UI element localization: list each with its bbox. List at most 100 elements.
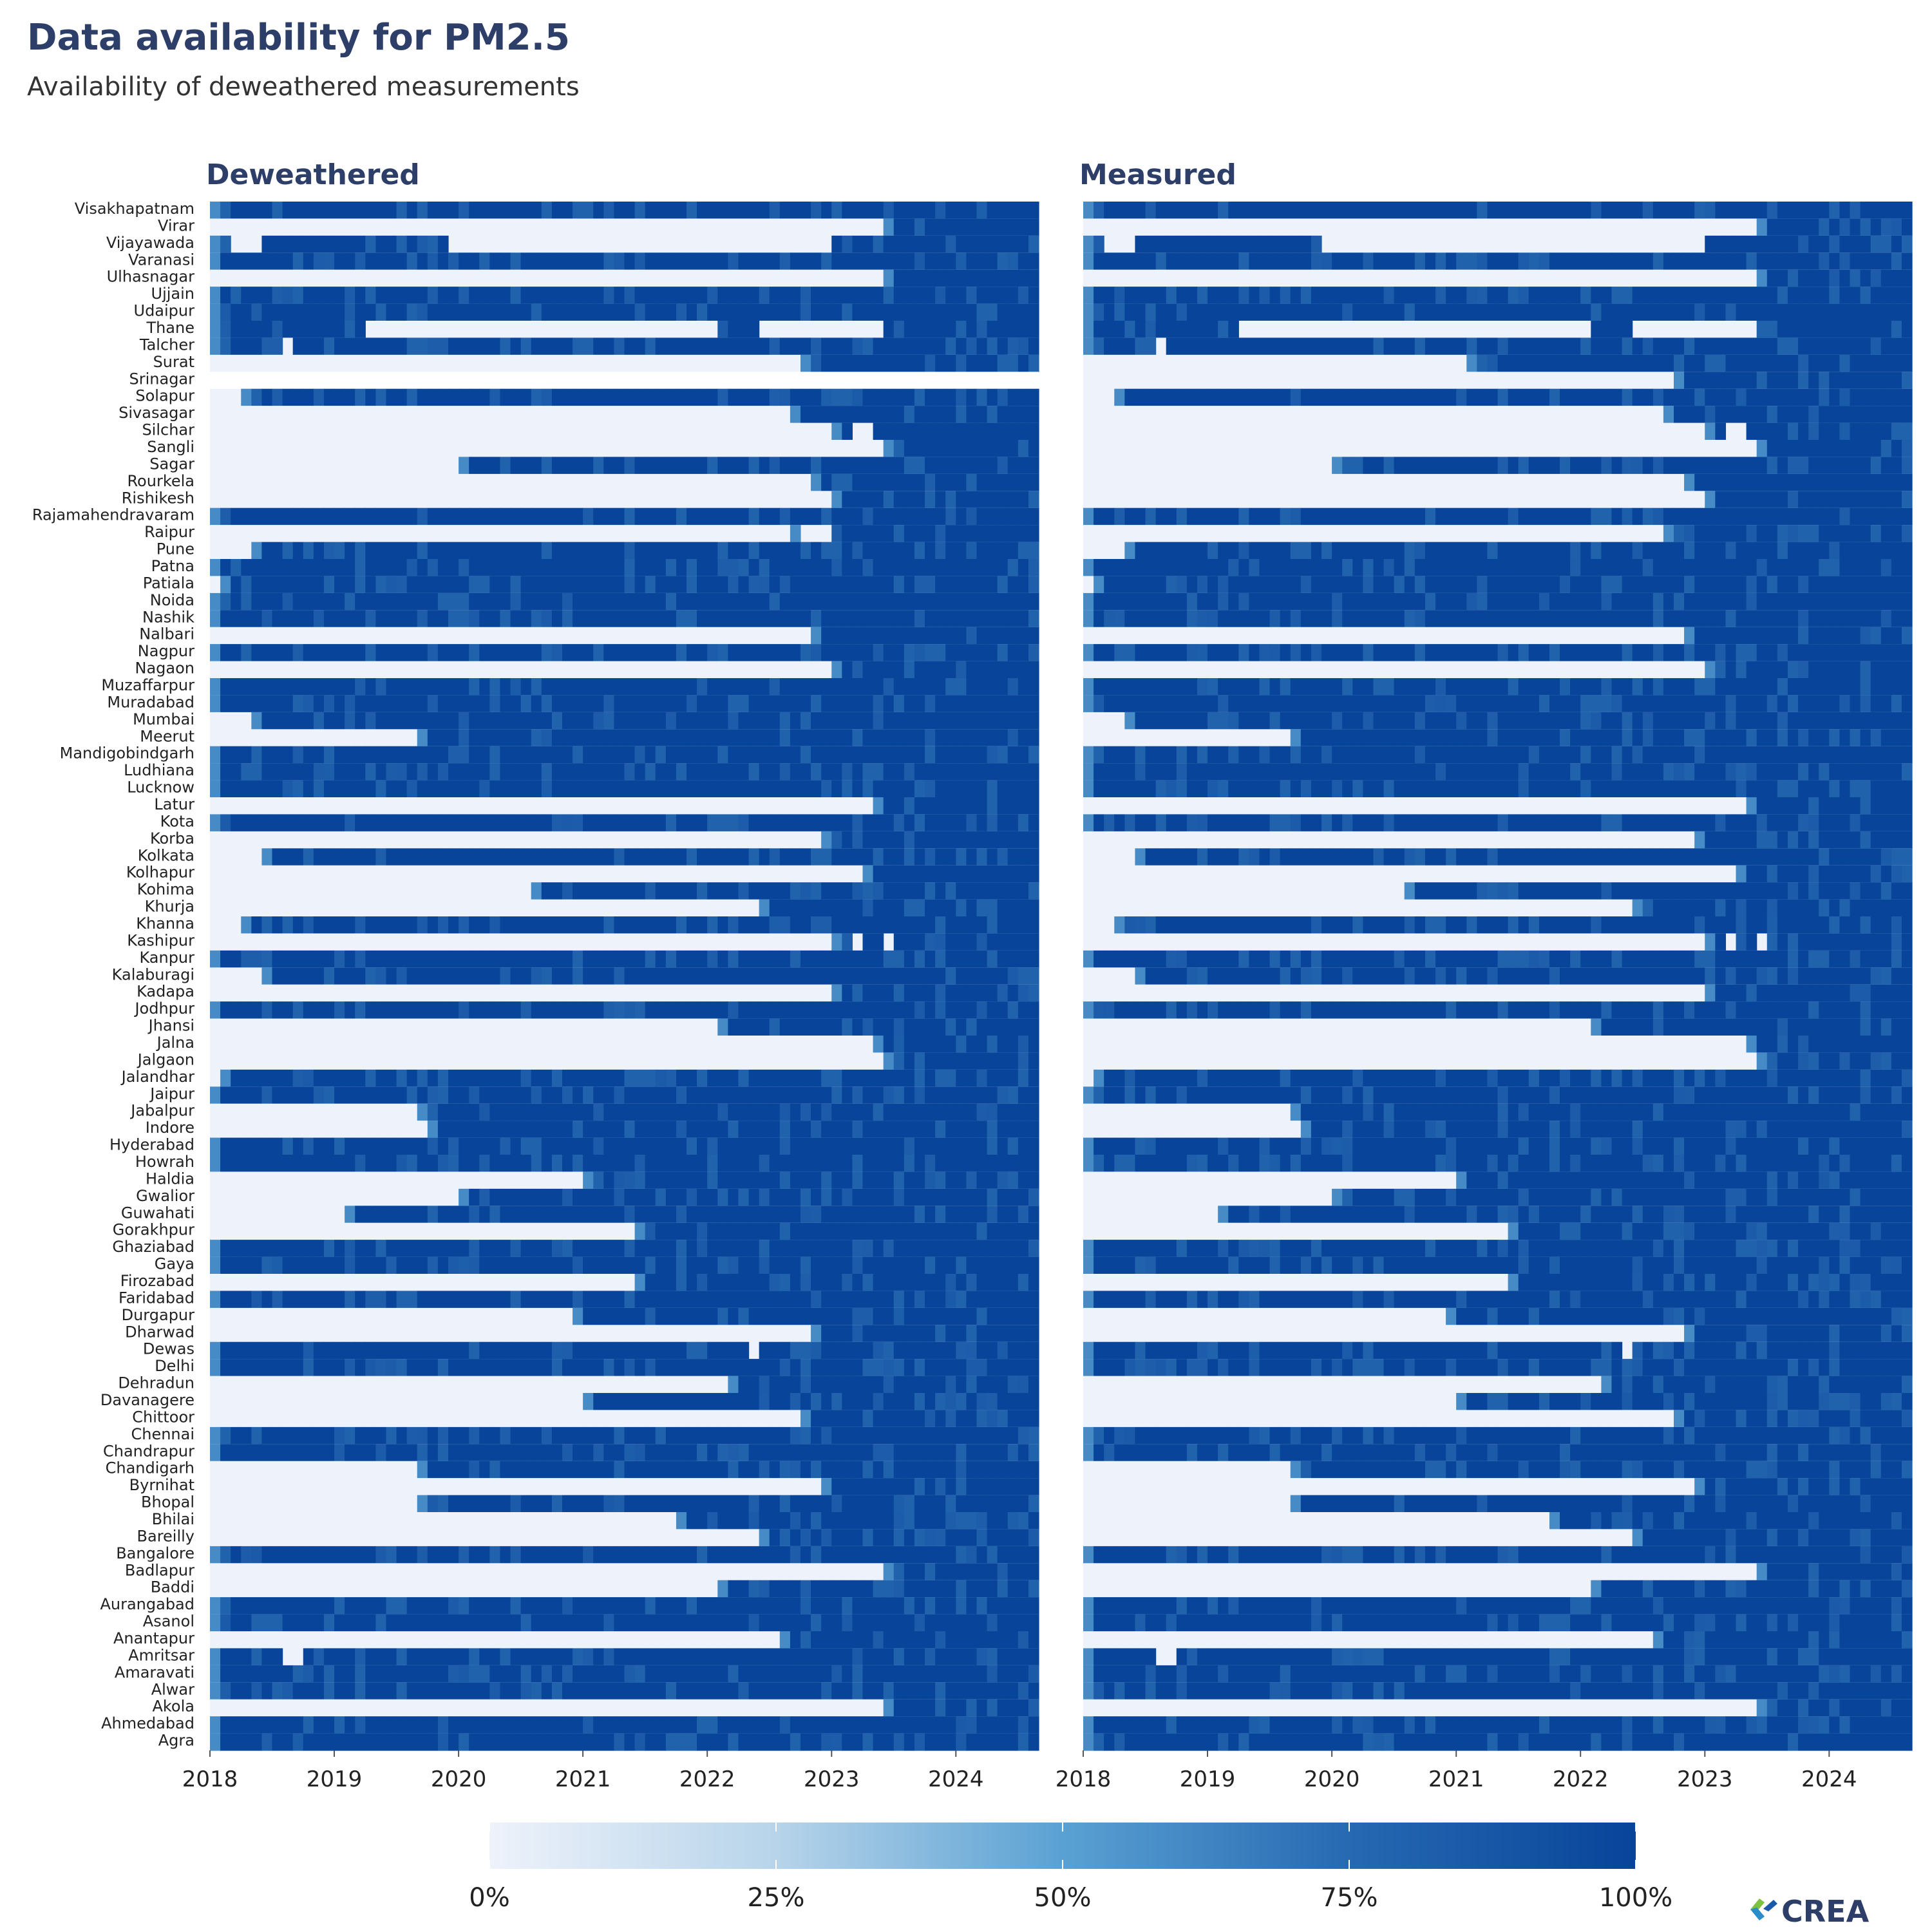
heatmap-cell — [842, 729, 853, 747]
heatmap-cell — [883, 1580, 895, 1598]
heatmap-cell — [697, 303, 708, 321]
heatmap-cell — [697, 610, 708, 628]
heatmap-cell — [323, 678, 335, 696]
heatmap-cell — [997, 1631, 1009, 1649]
heatmap-cell — [541, 1069, 553, 1087]
heatmap-cell — [593, 287, 604, 305]
heatmap-cell — [396, 1597, 408, 1615]
heatmap-cell — [914, 882, 925, 900]
heatmap-cell — [665, 1069, 677, 1087]
heatmap-cell — [779, 287, 791, 305]
heatmap-cell — [510, 542, 522, 560]
heatmap-cell — [645, 1341, 656, 1359]
heatmap-cell — [459, 1206, 469, 1224]
heatmap-cell — [510, 1648, 522, 1666]
heatmap-cell — [956, 406, 967, 424]
heatmap-cell — [883, 1359, 895, 1377]
heatmap-cell — [956, 1393, 967, 1410]
heatmap-cell — [997, 780, 1009, 798]
heatmap-cell — [1018, 1137, 1029, 1155]
heatmap-cell — [583, 1103, 594, 1121]
heatmap-cell — [790, 303, 801, 321]
heatmap-cell — [282, 678, 294, 696]
heatmap-cell — [313, 848, 325, 866]
heatmap-cell — [987, 440, 998, 457]
heatmap-cell — [987, 1359, 998, 1377]
heatmap-cell — [614, 1546, 625, 1564]
heatmap-cell — [904, 1631, 915, 1649]
heatmap-cell — [779, 542, 791, 560]
heatmap-cell — [593, 780, 604, 798]
heatmap-cell — [1018, 303, 1029, 321]
heatmap-cell — [987, 1155, 998, 1172]
heatmap-cell — [883, 1716, 895, 1734]
heatmap-cell — [603, 1240, 615, 1258]
heatmap-cell — [831, 491, 842, 509]
heatmap-cell — [873, 252, 884, 270]
heatmap-cell — [396, 814, 408, 832]
heatmap-cell — [437, 1240, 449, 1258]
heatmap-cell — [904, 933, 915, 951]
heatmap-cell — [355, 763, 366, 781]
heatmap-cell — [1007, 950, 1019, 968]
heatmap-cell — [956, 1597, 967, 1615]
heatmap-cell — [893, 763, 905, 781]
heatmap-cell — [355, 287, 366, 305]
heatmap-cell — [541, 1341, 553, 1359]
heatmap-cell — [904, 592, 915, 611]
heatmap-cell — [914, 1188, 925, 1206]
heatmap-cell — [583, 1291, 594, 1309]
heatmap-cell — [883, 542, 895, 560]
heatmap-cell — [966, 644, 978, 662]
heatmap-cell — [1028, 1036, 1039, 1053]
heatmap-cell — [697, 1240, 708, 1258]
heatmap-cell — [883, 661, 895, 679]
heatmap-cell — [510, 610, 522, 628]
heatmap-cell — [790, 916, 801, 934]
heatmap-cell — [624, 1682, 636, 1700]
heatmap-cell — [500, 287, 511, 305]
heatmap-cell — [769, 1240, 781, 1258]
heatmap-cell — [976, 1206, 988, 1224]
heatmap-cell — [728, 1171, 739, 1189]
heatmap-cell — [904, 1155, 915, 1172]
heatmap-cell — [665, 1086, 677, 1104]
heatmap-cell — [427, 950, 439, 968]
heatmap-cell — [987, 1240, 998, 1258]
heatmap-cell — [966, 1206, 978, 1224]
heatmap-cell — [573, 1648, 583, 1666]
heatmap-cell — [821, 712, 832, 730]
heatmap-cell — [976, 202, 988, 219]
heatmap-cell — [738, 1121, 750, 1139]
heatmap-cell — [821, 1478, 832, 1496]
heatmap-cell — [842, 354, 853, 372]
heatmap-cell — [717, 1580, 728, 1598]
heatmap-cell — [790, 1376, 801, 1394]
heatmap-cell — [1007, 1495, 1019, 1513]
heatmap-cell — [904, 1461, 915, 1479]
heatmap-cell — [562, 1444, 573, 1462]
heatmap-cell — [987, 899, 998, 917]
heatmap-cell — [345, 321, 355, 338]
heatmap-cell — [406, 287, 418, 305]
heatmap-cell — [945, 916, 956, 934]
heatmap-cell — [614, 507, 625, 526]
heatmap-cell — [551, 1001, 563, 1019]
heatmap-cell — [479, 848, 490, 866]
heatmap-cell — [634, 252, 646, 270]
heatmap-cell — [231, 252, 242, 270]
heatmap-cell — [987, 337, 998, 355]
heatmap-cell — [842, 507, 853, 526]
heatmap-cell — [665, 1546, 677, 1564]
heatmap-cell — [655, 1307, 667, 1325]
heatmap-cell — [479, 729, 490, 747]
heatmap-cell — [748, 388, 760, 406]
heatmap-cell — [1028, 950, 1039, 968]
heatmap-cell — [272, 337, 283, 355]
heatmap-cell — [417, 950, 428, 968]
heatmap-cell — [852, 1426, 864, 1444]
heatmap-cell — [1007, 746, 1019, 764]
heatmap-cell — [272, 1155, 283, 1172]
heatmap-cell — [541, 610, 553, 628]
heatmap-cell — [883, 763, 895, 781]
